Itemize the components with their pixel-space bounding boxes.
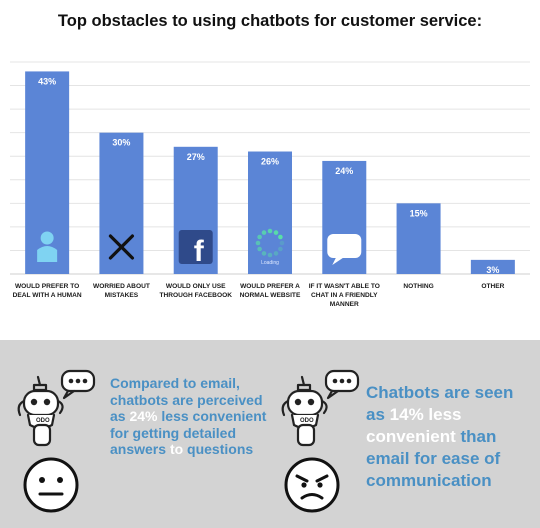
bar-value-label: 26% [261, 157, 279, 167]
svg-text:Loading: Loading [261, 260, 279, 266]
category-label: WOULD PREFER A [240, 283, 300, 290]
facebook-icon: f [178, 230, 213, 268]
bar-icons: f Loading [37, 228, 362, 268]
chart-title: Top obstacles to using chatbots for cust… [57, 12, 483, 30]
category-label: NOTHING [403, 283, 433, 290]
bar [470, 259, 515, 274]
category-label: WOULD ONLY USE [166, 283, 226, 290]
speech-bubble-icon [327, 234, 362, 265]
bar-value-labels: 43% 30% 27% 26% 24% 15% 3% [38, 76, 499, 274]
category-labels: WOULD PREFER TO DEAL WITH A HUMAN WORRIED … [13, 283, 505, 308]
bar-value-label: 3% [486, 265, 499, 275]
category-label: IF IT WASN'T ABLE TO [309, 283, 380, 290]
stat-email-detailed-answers: Compared to email, chatbots are perceive… [110, 375, 267, 458]
category-label: DEAL WITH A HUMAN [13, 292, 82, 299]
category-label: MISTAKES [105, 292, 139, 299]
neutral-face-icon [23, 457, 79, 513]
person-icon [37, 231, 58, 262]
svg-text:ODO: ODO [300, 418, 314, 424]
bar [99, 132, 144, 274]
bar [396, 203, 441, 274]
robot-chat-icon: ODO [17, 369, 96, 447]
bar-chart: 43% 30% 27% 26% 24% 15% 3% f Loading WOULD PREF… [10, 61, 530, 308]
svg-text:f: f [194, 235, 205, 268]
category-label: MANNER [330, 301, 359, 308]
x-mark-icon [108, 234, 135, 260]
svg-text:ODO: ODO [36, 418, 50, 424]
loading-spinner-icon: Loading [255, 228, 285, 266]
category-label: WORRIED ABOUT [93, 283, 150, 290]
category-label: CHAT IN A FRIENDLY [311, 292, 378, 299]
bars [25, 71, 515, 274]
category-label: NORMAL WEBSITE [240, 292, 301, 299]
bar-value-label: 30% [112, 138, 130, 148]
stat-email-ease-of-communication: Chatbots are seen as 14% less convenient… [366, 383, 514, 490]
category-label: THROUGH FACEBOOK [159, 292, 232, 299]
bar-value-label: 15% [410, 208, 428, 218]
bar-value-label: 24% [335, 166, 353, 176]
category-label: WOULD PREFER TO [15, 283, 79, 290]
bar-value-label: 27% [187, 152, 205, 162]
angry-face-icon [284, 457, 340, 513]
bar-value-label: 43% [38, 76, 56, 86]
robot-chat-icon: ODO [281, 369, 360, 447]
category-label: OTHER [481, 283, 504, 290]
bar [248, 151, 292, 274]
